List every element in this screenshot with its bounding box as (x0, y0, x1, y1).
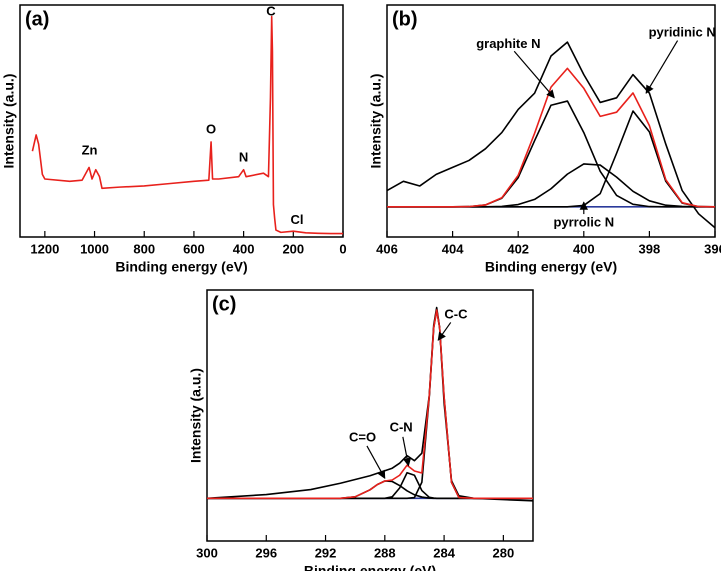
x-tick-label: 300 (196, 545, 218, 560)
x-tick-label: 404 (442, 241, 464, 256)
panel-label: (a) (25, 8, 49, 30)
arrow (437, 322, 452, 341)
peak-label: C-N (390, 419, 413, 434)
panel-label: (b) (392, 8, 418, 30)
arrow (366, 445, 386, 479)
x-tick-label: 284 (433, 545, 455, 560)
peak-label: C (266, 3, 276, 18)
peak-label: N (239, 150, 248, 165)
y-axis-label: Intensity (a.u.) (188, 368, 204, 463)
spectrum-line (387, 110, 716, 208)
x-tick-label: 402 (507, 241, 529, 256)
x-tick-label: 292 (315, 545, 337, 560)
peak-label: pyrrolic N (553, 215, 614, 230)
spectrum-line (387, 163, 715, 208)
x-tick-label: 800 (133, 241, 155, 256)
plot-frame (206, 289, 534, 542)
spectrum-line (387, 100, 715, 208)
peak-label: C=O (349, 430, 376, 445)
x-tick-label: 1200 (30, 241, 59, 256)
peak-label: Zn (82, 143, 98, 158)
y-axis-label: Intensity (a.u.) (368, 74, 384, 169)
spectrum-line (206, 306, 534, 502)
x-tick-label: 400 (573, 241, 595, 256)
x-tick-label: 600 (183, 241, 205, 256)
peak-label: pyridinic N (649, 24, 716, 39)
x-tick-label: 406 (376, 241, 398, 256)
x-tick-label: 0 (339, 241, 346, 256)
peak-label: graphite N (476, 36, 540, 51)
x-tick-label: 400 (233, 241, 255, 256)
peak-label: Cl (291, 212, 304, 227)
x-tick-label: 1000 (80, 241, 109, 256)
x-axis-label: Binding energy (eV) (485, 259, 617, 275)
spectrum-line (207, 309, 533, 500)
plot-frame (386, 4, 716, 238)
x-tick-label: 288 (374, 545, 396, 560)
x-tick-label: 296 (255, 545, 277, 560)
peak-label: O (206, 122, 216, 137)
x-tick-label: 200 (282, 241, 304, 256)
panel-label: (c) (212, 293, 236, 315)
x-axis-label: Binding energy (eV) (115, 259, 247, 275)
spectrum-line (387, 67, 716, 208)
plot-frame (19, 4, 344, 238)
x-axis-label: Binding energy (eV) (304, 563, 436, 571)
x-tick-label: 396 (704, 241, 721, 256)
spectrum-line (31, 15, 343, 235)
arrow (513, 50, 555, 99)
x-tick-label: 398 (639, 241, 661, 256)
peak-label: C-C (444, 307, 468, 322)
y-axis-label: Intensity (a.u.) (1, 74, 17, 169)
spectrum-line (386, 41, 716, 229)
arrow (402, 436, 412, 467)
spectrum-line (207, 309, 533, 500)
x-tick-label: 280 (493, 545, 515, 560)
arrow (645, 40, 679, 94)
